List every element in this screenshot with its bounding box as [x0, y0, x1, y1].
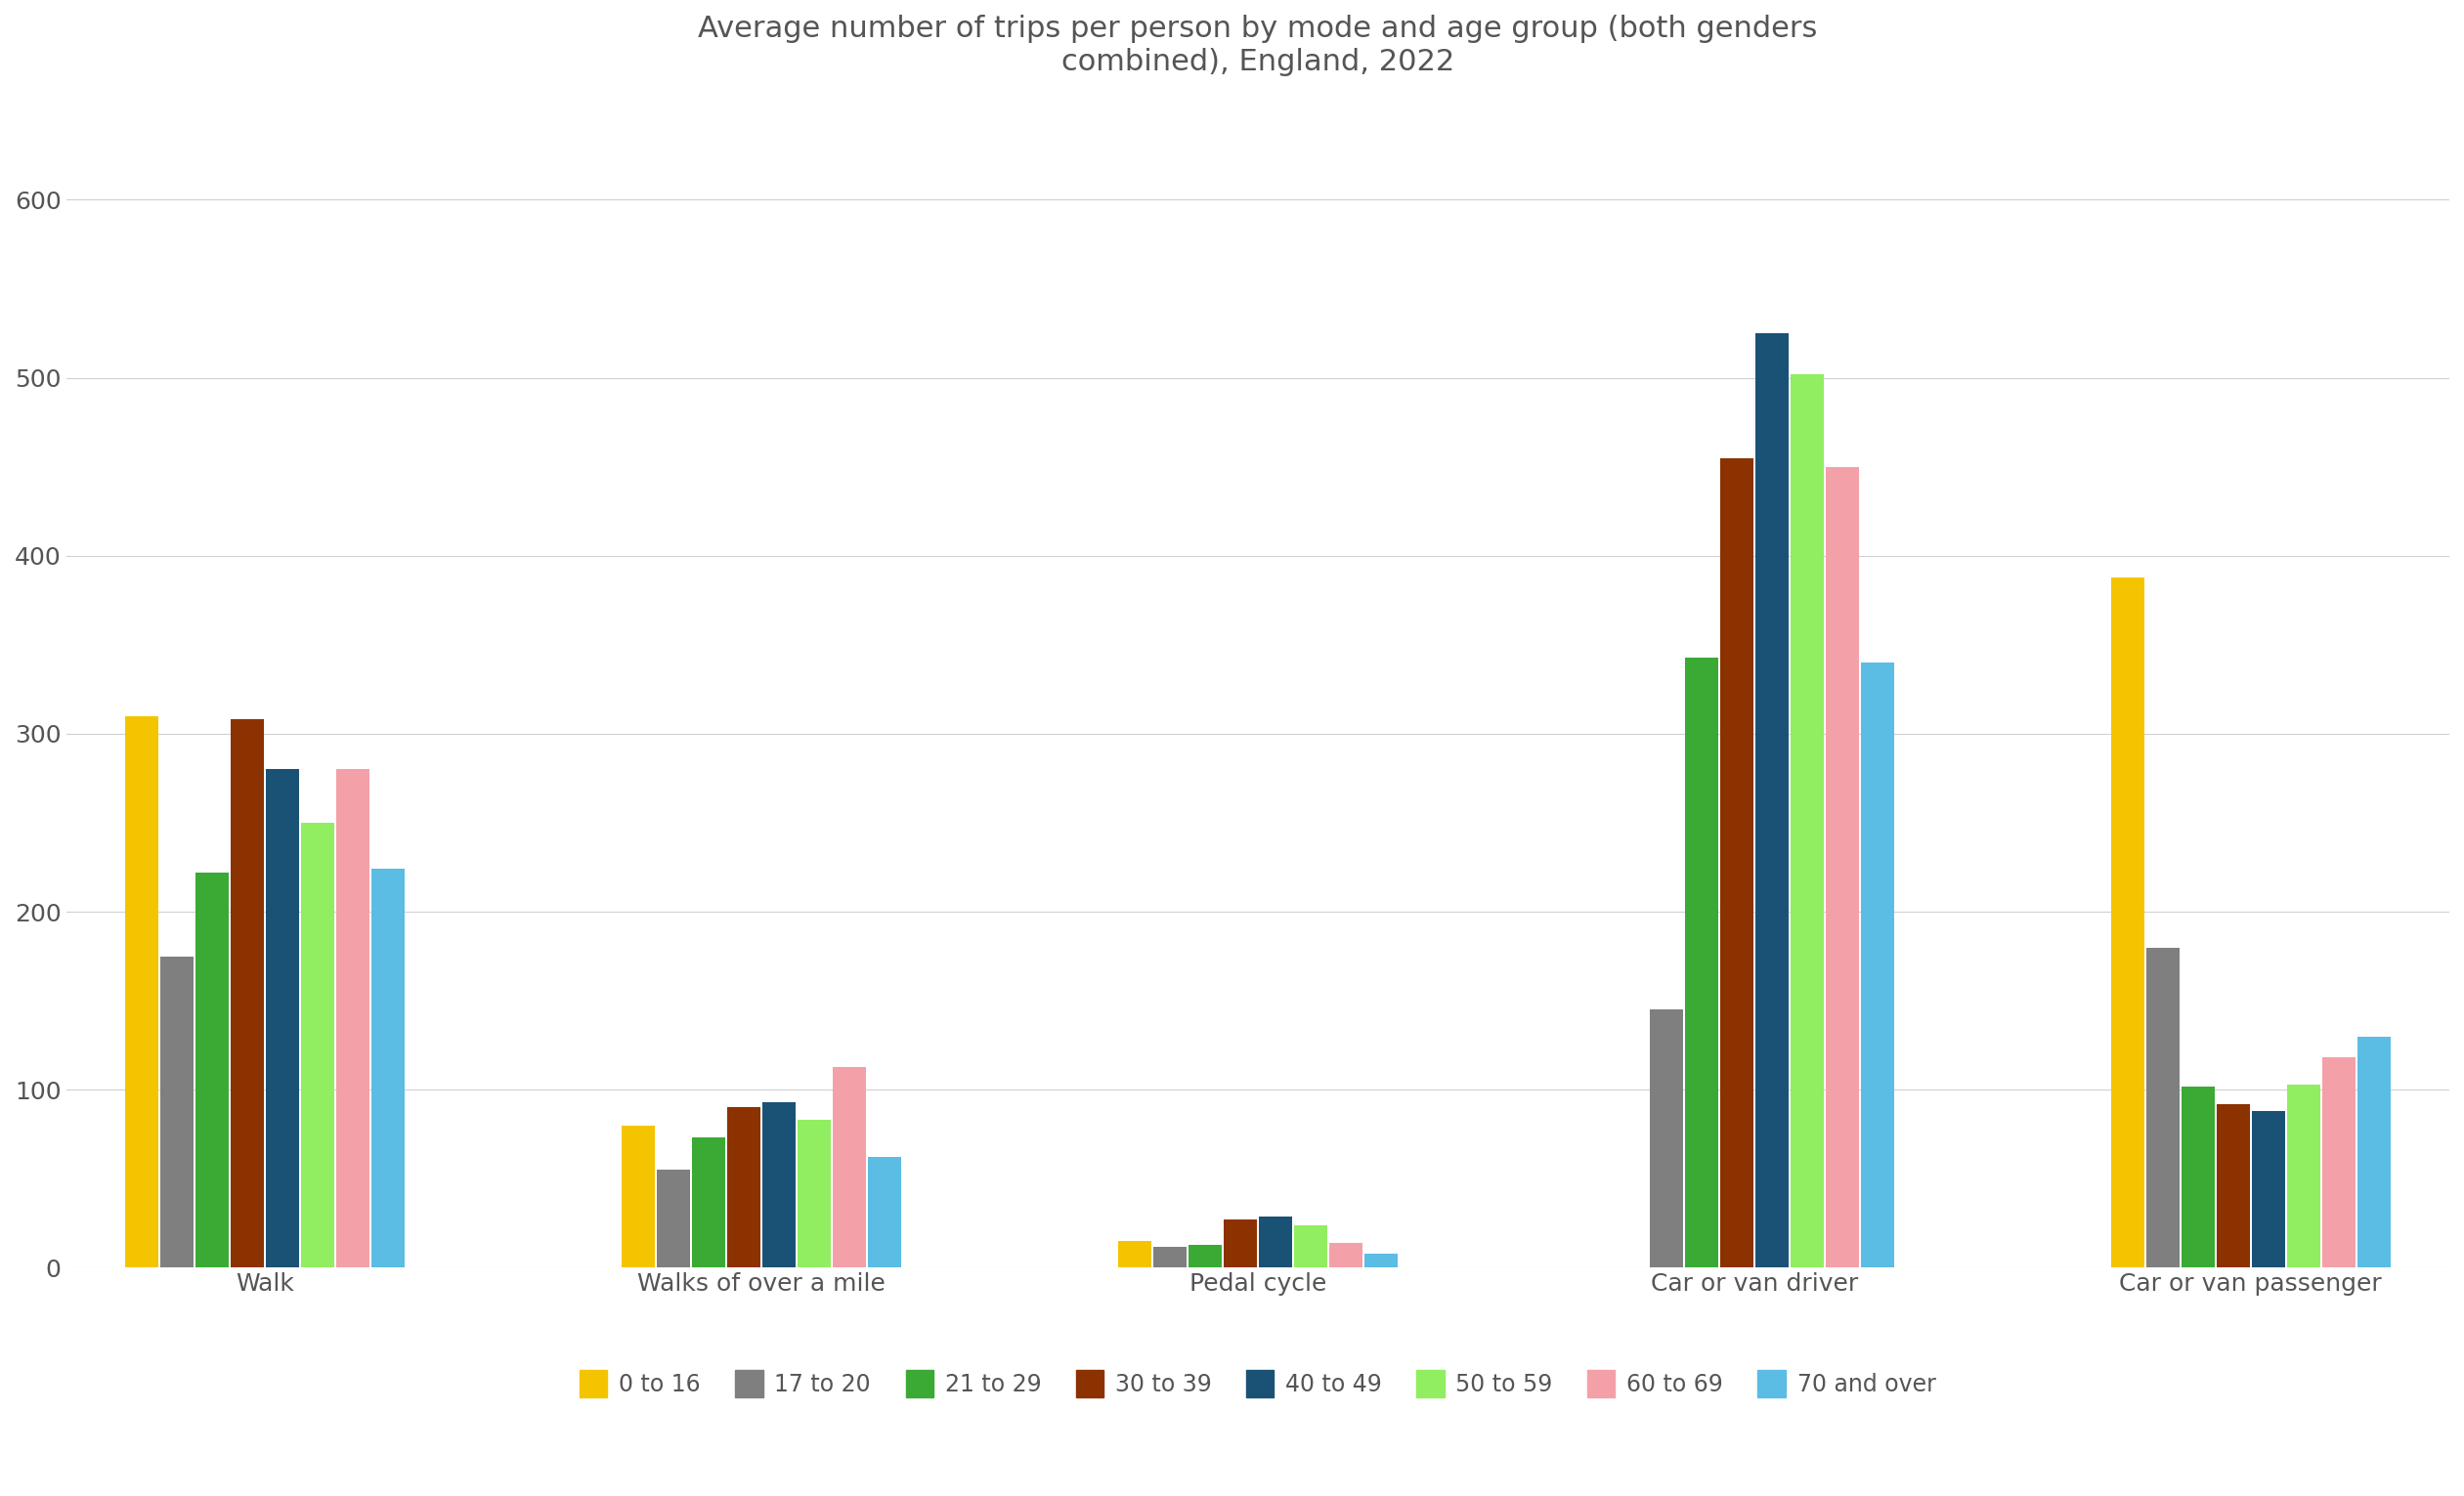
- Bar: [301, 823, 335, 1267]
- Bar: [2252, 1112, 2284, 1267]
- Bar: [2218, 1104, 2250, 1267]
- Legend: 0 to 16, 17 to 20, 21 to 29, 30 to 39, 40 to 49, 50 to 59, 60 to 69, 70 and over: 0 to 16, 17 to 20, 21 to 29, 30 to 39, 4…: [572, 1360, 1944, 1406]
- Bar: [655, 1170, 690, 1267]
- Bar: [2181, 1086, 2215, 1267]
- Bar: [126, 717, 158, 1267]
- Bar: [798, 1121, 830, 1267]
- Bar: [1119, 1242, 1151, 1267]
- Bar: [1328, 1243, 1363, 1267]
- Bar: [867, 1158, 902, 1267]
- Bar: [232, 720, 264, 1267]
- Bar: [1225, 1219, 1257, 1267]
- Bar: [2112, 577, 2144, 1267]
- Bar: [1188, 1245, 1222, 1267]
- Bar: [727, 1107, 761, 1267]
- Bar: [1153, 1246, 1188, 1267]
- Bar: [266, 769, 298, 1267]
- Bar: [1754, 334, 1789, 1267]
- Bar: [692, 1138, 724, 1267]
- Title: Average number of trips per person by mode and age group (both genders
combined): Average number of trips per person by mo…: [697, 15, 1818, 76]
- Bar: [195, 872, 229, 1267]
- Bar: [335, 769, 370, 1267]
- Bar: [1259, 1216, 1291, 1267]
- Bar: [2146, 947, 2181, 1267]
- Bar: [2358, 1037, 2390, 1267]
- Bar: [1826, 467, 1858, 1267]
- Bar: [2287, 1085, 2321, 1267]
- Bar: [761, 1103, 796, 1267]
- Bar: [833, 1067, 865, 1267]
- Bar: [621, 1125, 655, 1267]
- Bar: [1365, 1254, 1397, 1267]
- Bar: [1720, 458, 1754, 1267]
- Bar: [1791, 374, 1823, 1267]
- Bar: [2321, 1058, 2356, 1267]
- Bar: [1860, 663, 1895, 1267]
- Bar: [1648, 1010, 1683, 1267]
- Bar: [372, 869, 404, 1267]
- Bar: [1685, 657, 1717, 1267]
- Bar: [160, 956, 195, 1267]
- Bar: [1294, 1225, 1328, 1267]
